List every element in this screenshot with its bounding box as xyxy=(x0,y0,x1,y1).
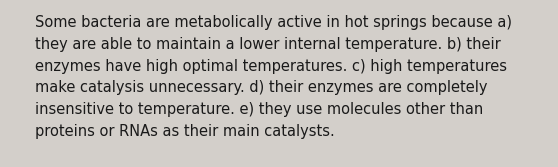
Text: Some bacteria are metabolically active in hot springs because a): Some bacteria are metabolically active i… xyxy=(35,15,512,30)
Text: insensitive to temperature. e) they use molecules other than: insensitive to temperature. e) they use … xyxy=(35,102,483,117)
Text: make catalysis unnecessary. d) their enzymes are completely: make catalysis unnecessary. d) their enz… xyxy=(35,80,488,95)
Text: they are able to maintain a lower internal temperature. b) their: they are able to maintain a lower intern… xyxy=(35,37,501,52)
Text: enzymes have high optimal temperatures. c) high temperatures: enzymes have high optimal temperatures. … xyxy=(35,59,507,74)
Text: proteins or RNAs as their main catalysts.: proteins or RNAs as their main catalysts… xyxy=(35,124,335,139)
